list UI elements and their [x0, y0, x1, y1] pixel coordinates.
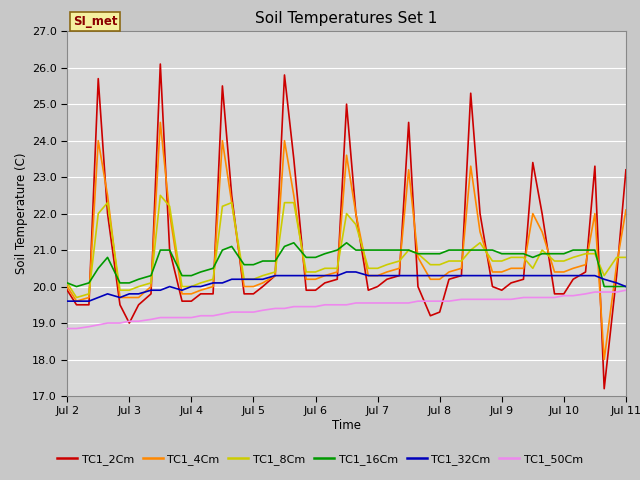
Y-axis label: Soil Temperature (C): Soil Temperature (C) — [15, 153, 28, 275]
X-axis label: Time: Time — [332, 419, 361, 432]
Title: Soil Temperatures Set 1: Soil Temperatures Set 1 — [255, 11, 438, 26]
Text: SI_met: SI_met — [73, 14, 117, 27]
Legend: TC1_2Cm, TC1_4Cm, TC1_8Cm, TC1_16Cm, TC1_32Cm, TC1_50Cm: TC1_2Cm, TC1_4Cm, TC1_8Cm, TC1_16Cm, TC1… — [53, 450, 587, 469]
